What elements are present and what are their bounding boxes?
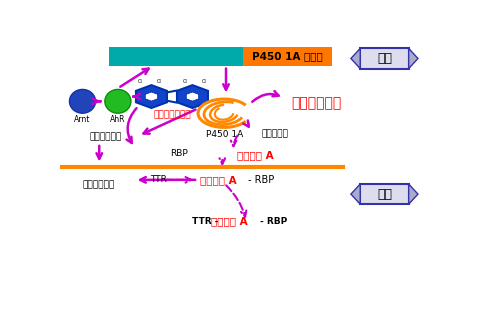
Polygon shape [136,85,167,108]
Ellipse shape [105,89,131,113]
Text: TTR -: TTR - [192,217,218,226]
Text: Cl: Cl [138,79,143,84]
Text: RBP: RBP [170,149,188,158]
Text: 血清: 血清 [376,188,391,201]
Polygon shape [145,92,157,101]
Text: ビタミン A: ビタミン A [237,150,273,160]
Text: Arnt: Arnt [74,115,91,124]
Polygon shape [350,184,360,204]
Polygon shape [350,49,360,69]
Text: 水酸化代謝物: 水酸化代謝物 [83,180,115,189]
Bar [360,49,408,69]
Text: ダイオキシン類: ダイオキシン類 [153,110,191,119]
Polygon shape [186,92,198,101]
Text: 肝臓: 肝臓 [376,52,391,65]
Text: レチナール: レチナール [261,129,288,138]
Text: Cl: Cl [182,79,187,84]
Text: Cl: Cl [156,79,161,84]
Text: - RBP: - RBP [248,175,274,185]
Text: P450 1A: P450 1A [205,130,242,139]
Polygon shape [177,85,207,108]
Text: AhR: AhR [110,115,125,124]
Text: 水酸化代謝物: 水酸化代謝物 [90,133,122,142]
Bar [242,47,332,66]
Text: ビタミン A: ビタミン A [200,175,236,185]
Text: レチノイン酸: レチノイン酸 [291,97,341,111]
Text: ビタミン A: ビタミン A [211,217,247,226]
Polygon shape [408,49,417,69]
Text: P450 1A 遣伝子: P450 1A 遣伝子 [252,51,322,61]
Ellipse shape [69,89,96,113]
Bar [108,47,242,66]
Text: - RBP: - RBP [259,217,286,226]
Polygon shape [408,184,417,204]
Bar [360,184,408,204]
Text: TTR: TTR [150,175,167,184]
Text: Cl: Cl [201,79,205,84]
